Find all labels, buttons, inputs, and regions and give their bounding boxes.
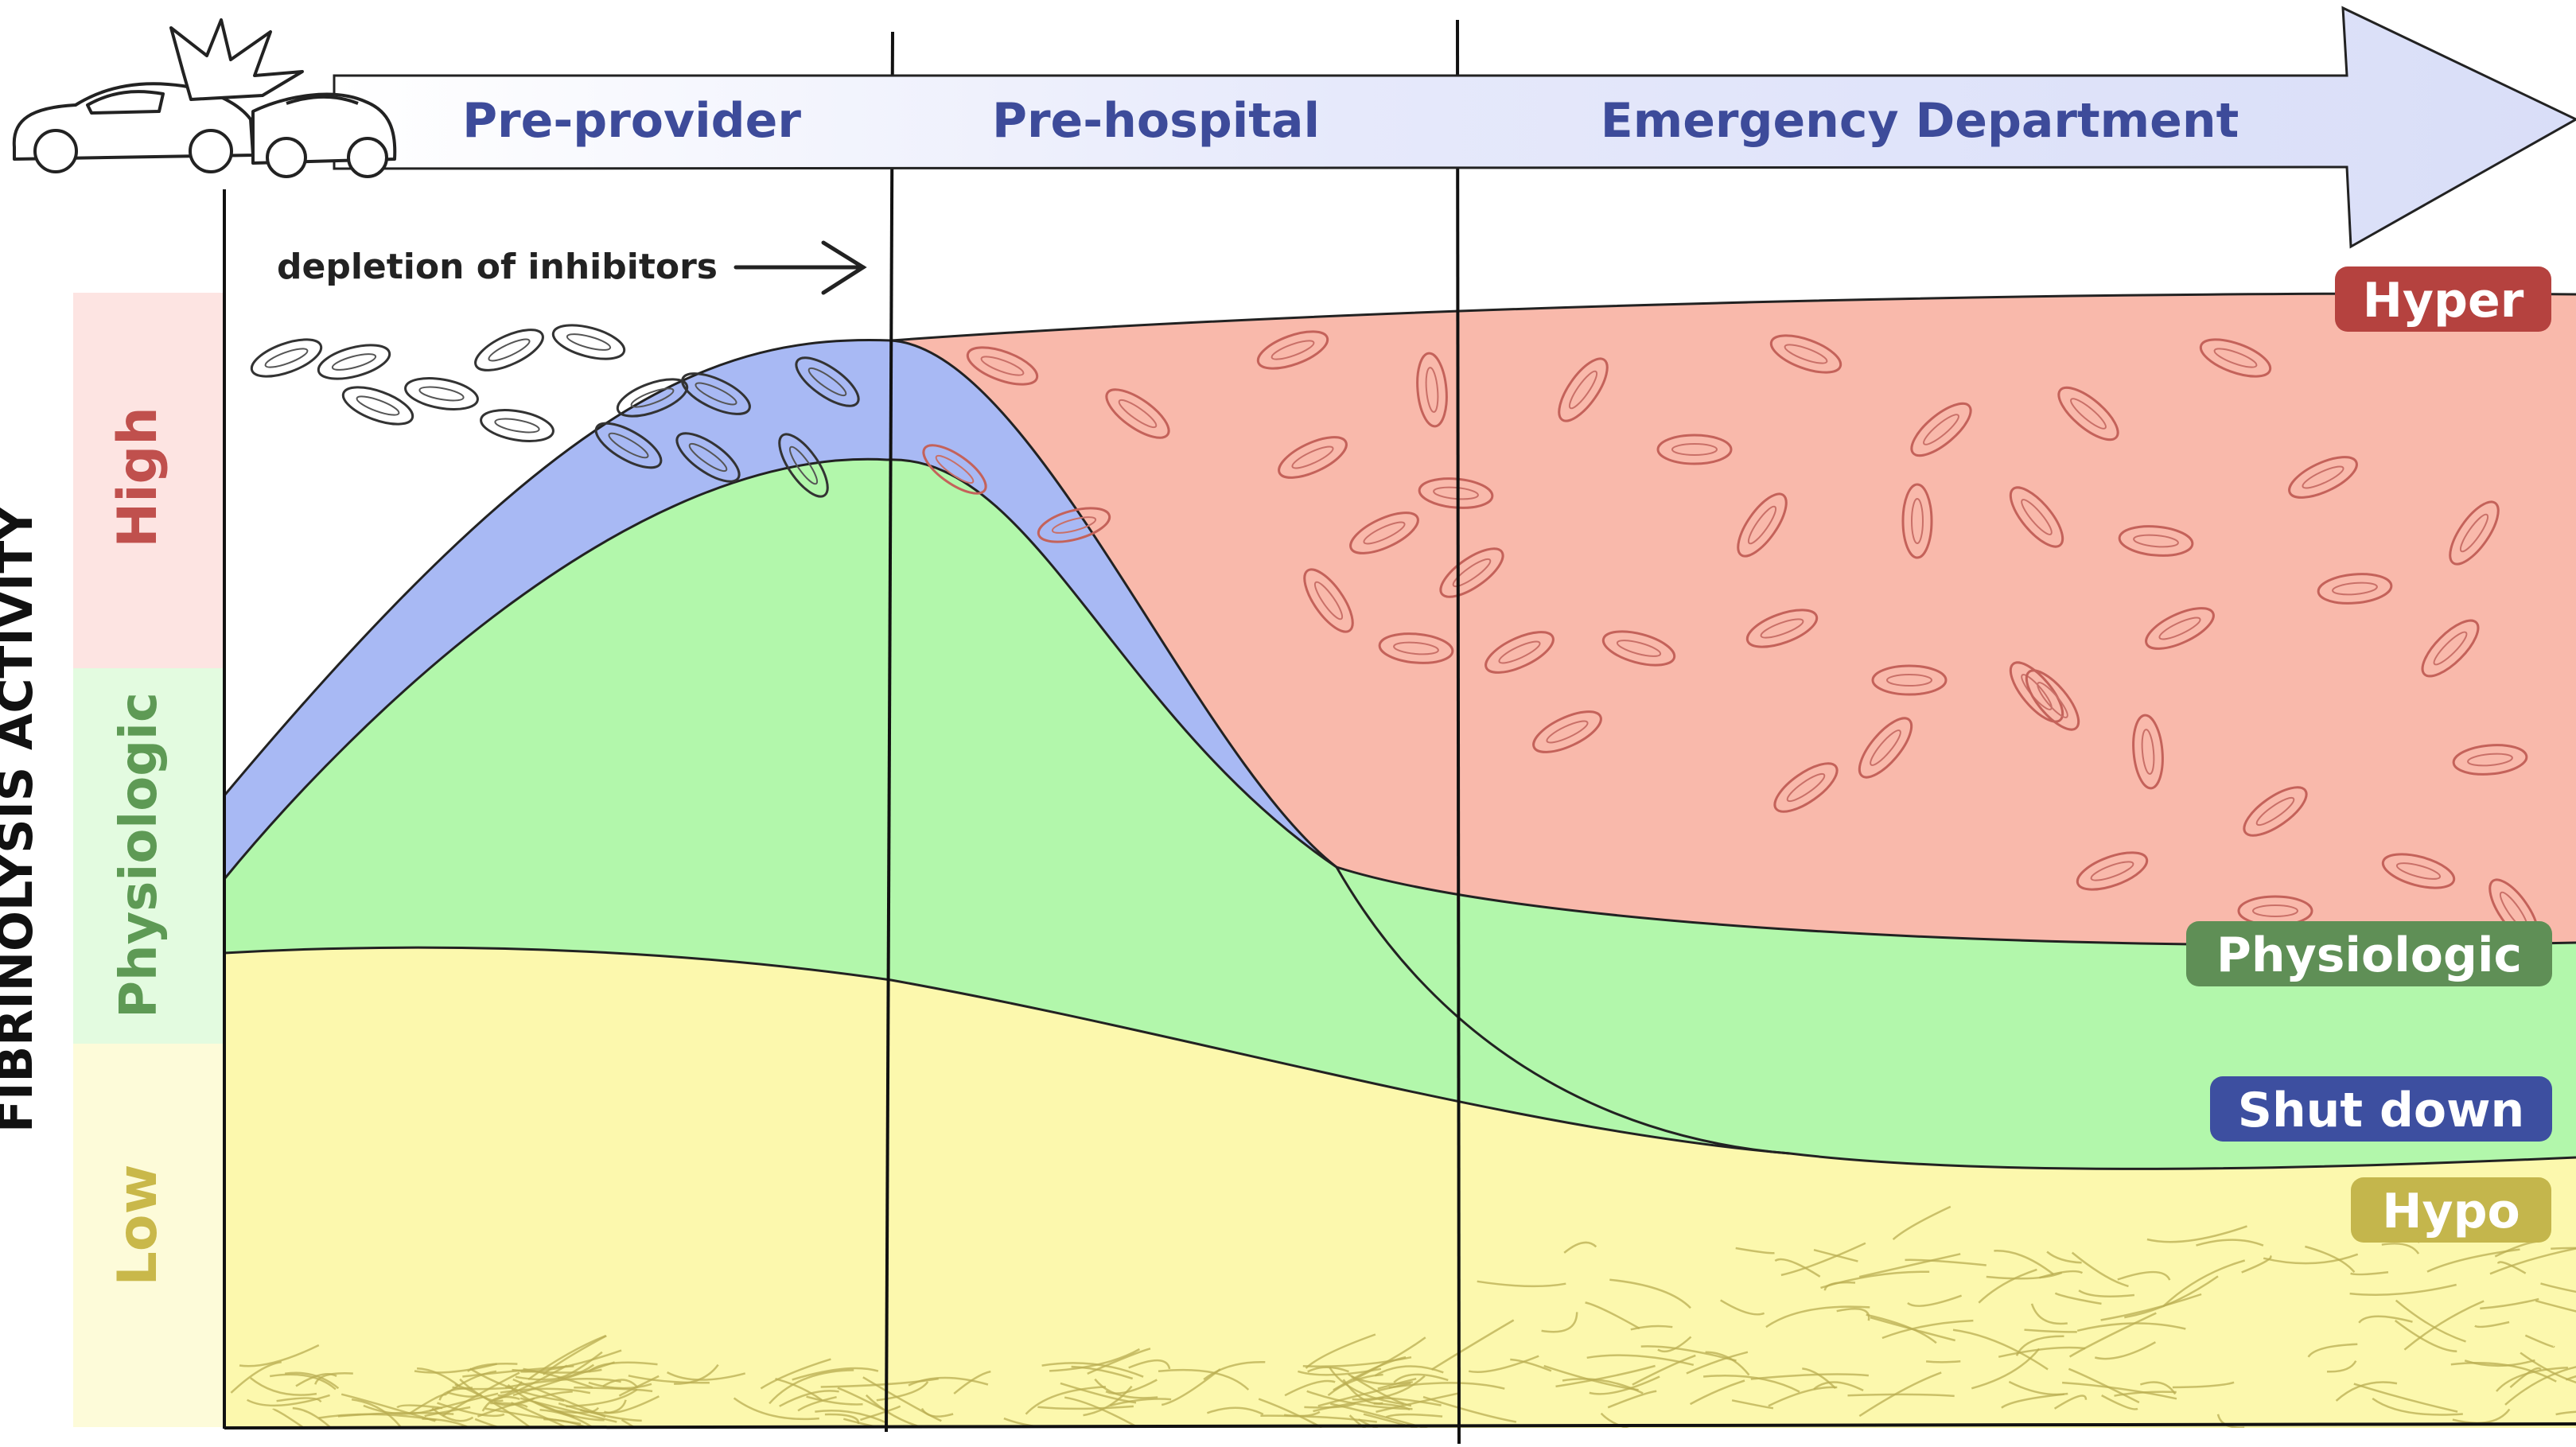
cell-glyph-inner [494, 416, 540, 435]
cell-glyph [403, 373, 481, 414]
cell-glyph [315, 339, 393, 386]
legend-hyper-label: Hyper [2363, 273, 2524, 329]
cell-glyph [470, 321, 549, 379]
fibrin-strand [1926, 1361, 1960, 1362]
cell-glyph-inner [487, 336, 532, 364]
phase-label-pre-hospital: Pre-hospital [992, 93, 1320, 149]
cell-glyph-inner [566, 331, 612, 353]
y-axis-title: FIBRINOLYSIS ACTIVITY [0, 505, 44, 1133]
legend-shutdown-label: Shut down [2238, 1083, 2525, 1138]
phase-divider-2 [1457, 20, 1459, 1444]
cell-glyph [479, 405, 556, 445]
legend-physiologic-label: Physiologic [2216, 928, 2522, 983]
arrow-right-icon [736, 243, 863, 293]
band-low-label: Low [107, 1165, 169, 1286]
car-crash-icon [14, 20, 395, 177]
cell-glyph [247, 332, 326, 383]
phase-label-pre-provider: Pre-provider [462, 93, 801, 149]
cell-glyph-inner [331, 351, 377, 373]
band-physiologic-label: Physiologic [110, 692, 169, 1018]
y-axis-bands: High Physiologic Low [73, 293, 223, 1427]
band-high-label: High [107, 406, 169, 547]
depletion-annotation: depletion of inhibitors [277, 247, 718, 287]
cell-glyph [550, 319, 628, 366]
plot-area [224, 294, 2576, 1444]
cell-glyph-inner [418, 384, 465, 403]
legend-hypo-label: Hypo [2382, 1184, 2520, 1239]
phase-label-emergency: Emergency Department [1601, 93, 2239, 149]
timeline-arrow: Pre-provider Pre-hospital Emergency Depa… [334, 8, 2576, 247]
